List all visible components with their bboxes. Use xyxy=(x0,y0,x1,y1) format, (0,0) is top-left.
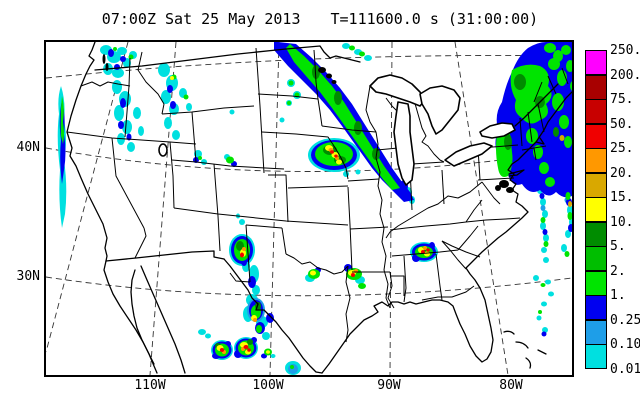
colorbar-cell xyxy=(585,74,607,100)
lat-label-40n: 40N xyxy=(16,140,40,155)
plot-title-timestep: T=111600.0 s (31:00:00) xyxy=(330,10,539,28)
colorbar-cell xyxy=(585,50,607,75)
colorbar-label: 25. xyxy=(610,141,634,156)
colorbar-cell xyxy=(585,148,607,173)
colorbar-label: 75. xyxy=(610,92,634,107)
plot-title-datetime: 07:00Z Sat 25 May 2013 xyxy=(101,10,301,28)
colorbar-label: 10. xyxy=(610,214,634,230)
state-boundaries xyxy=(66,47,569,343)
colorbar-label: 2. xyxy=(610,263,626,279)
lon-label-110w: 110W xyxy=(134,378,166,393)
lon-label-90w: 90W xyxy=(377,378,401,393)
colorbar-cell xyxy=(585,99,607,124)
colorbar xyxy=(585,50,607,369)
colorbar-cell xyxy=(585,246,607,271)
precip-blue xyxy=(59,42,572,359)
lon-label-100w: 100W xyxy=(252,378,284,393)
precip-gold xyxy=(559,135,572,207)
colorbar-cell xyxy=(585,172,607,198)
map-frame xyxy=(44,40,574,377)
colorbar-label: 0.10 xyxy=(610,337,640,352)
lon-label-80w: 80W xyxy=(499,378,523,393)
colorbar-label: 250. xyxy=(610,43,640,58)
great-lakes xyxy=(158,74,516,186)
colorbar-label: 15. xyxy=(610,190,634,205)
lat-label-30n: 30N xyxy=(16,269,40,284)
colorbar-label: 0.25 xyxy=(610,312,640,328)
colorbar-cell xyxy=(585,344,607,369)
colorbar-label: 0.01 xyxy=(610,361,640,377)
colorbar-cell xyxy=(585,123,607,149)
map-canvas xyxy=(46,42,572,375)
colorbar-cell xyxy=(585,319,607,345)
colorbar-label: 5. xyxy=(610,239,626,254)
colorbar-cell xyxy=(585,221,607,247)
colorbar-label: 20. xyxy=(610,165,634,181)
coastlines xyxy=(66,42,572,374)
colorbar-label: 200. xyxy=(610,67,640,83)
colorbar-label: 1. xyxy=(610,288,626,303)
plot-title: 07:00Z Sat 25 May 2013 T=111600.0 s (31:0… xyxy=(0,10,640,28)
precip-red xyxy=(219,150,430,352)
colorbar-label: 50. xyxy=(610,116,634,132)
colorbar-cell xyxy=(585,270,607,296)
colorbar-cell xyxy=(585,197,607,222)
small-lakes-and-overlaps xyxy=(102,54,514,193)
colorbar-cell xyxy=(585,295,607,320)
